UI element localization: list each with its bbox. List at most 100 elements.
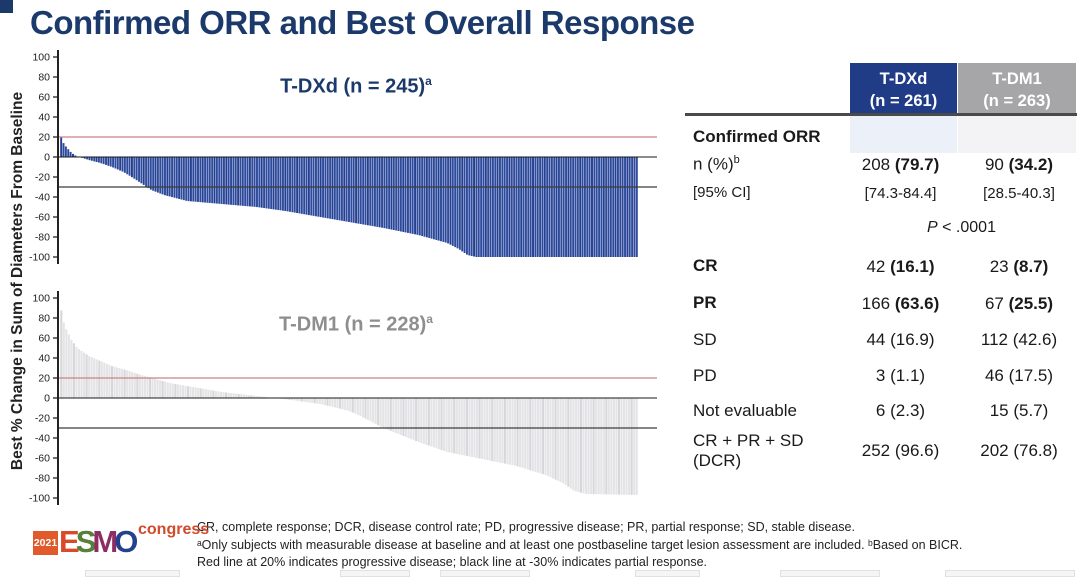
patient-bar bbox=[445, 398, 448, 452]
patient-bar bbox=[544, 398, 547, 475]
patient-bar bbox=[587, 398, 590, 495]
chart-label-tdxd: T-DXd (n = 245)a bbox=[206, 74, 506, 99]
patient-bar bbox=[390, 157, 393, 230]
patient-bar bbox=[572, 398, 575, 491]
patient-bar bbox=[541, 398, 544, 475]
footnote-inclusion: ᵃOnly subjects with measurable disease a… bbox=[197, 537, 963, 552]
patient-bar bbox=[383, 157, 386, 229]
patient-bar bbox=[305, 157, 308, 215]
patient-bar bbox=[442, 157, 445, 242]
patient-bar bbox=[496, 398, 499, 463]
patient-bar bbox=[218, 157, 221, 204]
patient-bar bbox=[274, 157, 277, 210]
logo-letter-s: S bbox=[75, 524, 97, 559]
patient-bar bbox=[595, 398, 598, 495]
y-tick-label: 0 bbox=[44, 152, 50, 164]
row-value-tdxd: 3 (1.1) bbox=[875, 366, 926, 385]
patient-bar bbox=[468, 157, 471, 256]
patient-bar bbox=[602, 398, 605, 495]
patient-bar bbox=[364, 157, 367, 225]
patient-bar bbox=[306, 398, 309, 403]
patient-bar bbox=[362, 157, 365, 225]
chart-label-tdm1: T-DM1 (n = 228)a bbox=[206, 312, 506, 337]
patient-bar bbox=[116, 157, 119, 170]
patient-bar bbox=[311, 398, 314, 403]
logo-esmo-letters: ESMO bbox=[59, 524, 138, 560]
patient-bar bbox=[286, 157, 289, 212]
patient-bar bbox=[491, 398, 494, 462]
patient-bar bbox=[161, 157, 164, 195]
patient-bar bbox=[449, 157, 452, 245]
patient-bar bbox=[352, 157, 355, 223]
patient-bar bbox=[277, 157, 280, 210]
patient-bar bbox=[458, 157, 461, 250]
patient-bar bbox=[98, 360, 101, 398]
patient-bar bbox=[285, 398, 288, 400]
patient-bar bbox=[562, 398, 565, 484]
patient-bar bbox=[524, 398, 527, 469]
patient-bar bbox=[175, 157, 178, 199]
patient-bar bbox=[483, 398, 486, 460]
patient-bar bbox=[166, 382, 169, 398]
patient-bar bbox=[250, 395, 253, 398]
patient-bar bbox=[146, 376, 149, 398]
patient-bar bbox=[579, 398, 582, 493]
patient-bar bbox=[270, 157, 273, 210]
table-row: CR + PR + SD (DCR) 252 (96.6) 202 (76.8) bbox=[683, 428, 1080, 474]
patient-bar bbox=[569, 157, 572, 257]
patient-bar bbox=[421, 157, 424, 237]
patient-bar bbox=[361, 398, 364, 418]
patient-bar bbox=[633, 398, 636, 495]
patient-bar bbox=[159, 380, 162, 398]
patient-bar bbox=[227, 392, 230, 398]
patient-bar bbox=[263, 157, 266, 209]
esmo-congress-logo: 2021 ESMO congress bbox=[33, 521, 223, 564]
patient-bar bbox=[486, 398, 489, 461]
row-label: [95% CI] bbox=[693, 184, 751, 201]
patient-bar bbox=[584, 398, 588, 494]
patient-bar bbox=[569, 398, 572, 489]
patient-bar bbox=[496, 157, 499, 257]
patient-bar bbox=[147, 157, 150, 189]
row-label: Confirmed ORR bbox=[693, 126, 821, 146]
patient-bar bbox=[217, 391, 220, 398]
patient-bar bbox=[260, 157, 263, 208]
patient-bar bbox=[564, 398, 567, 485]
table-rule bbox=[685, 113, 1077, 116]
patient-bar bbox=[359, 398, 362, 416]
patient-bar bbox=[260, 396, 263, 398]
patient-bar bbox=[529, 157, 532, 257]
patient-bar bbox=[293, 398, 296, 401]
patient-bar bbox=[635, 398, 638, 495]
patient-bar bbox=[237, 157, 240, 206]
patient-bar bbox=[536, 398, 539, 473]
patient-bar bbox=[572, 157, 575, 257]
patient-bar bbox=[369, 398, 372, 422]
y-tick-label: 60 bbox=[38, 92, 50, 104]
patient-bar bbox=[204, 157, 207, 203]
patient-bar bbox=[298, 398, 301, 402]
patient-bar bbox=[318, 398, 321, 404]
patient-bar bbox=[123, 369, 126, 398]
patient-bar bbox=[349, 398, 352, 412]
patient-bar bbox=[582, 398, 585, 494]
patient-bar bbox=[411, 157, 414, 234]
patient-bar bbox=[152, 157, 155, 191]
patient-bar bbox=[448, 398, 451, 453]
patient-bar bbox=[521, 398, 524, 468]
patient-bar bbox=[346, 398, 349, 411]
patient-bar bbox=[248, 157, 251, 207]
patient-bar bbox=[112, 157, 115, 168]
patient-bar bbox=[189, 157, 192, 202]
patient-bar bbox=[463, 398, 466, 456]
patient-bar bbox=[246, 157, 249, 207]
waterfall-chart-tdxd: 100 80 60 40 20 0 -20 -40 -60 -80 -100 bbox=[29, 50, 657, 264]
bottom-artifact bbox=[780, 570, 880, 577]
patient-bar bbox=[267, 157, 270, 209]
patient-bar bbox=[300, 157, 303, 214]
row-value-tdxd: 208 (79.7) bbox=[861, 155, 940, 174]
patient-bar bbox=[133, 157, 136, 179]
patient-bar bbox=[503, 398, 506, 464]
bottom-artifact bbox=[440, 570, 530, 577]
row-label: Not evaluable bbox=[693, 400, 797, 420]
